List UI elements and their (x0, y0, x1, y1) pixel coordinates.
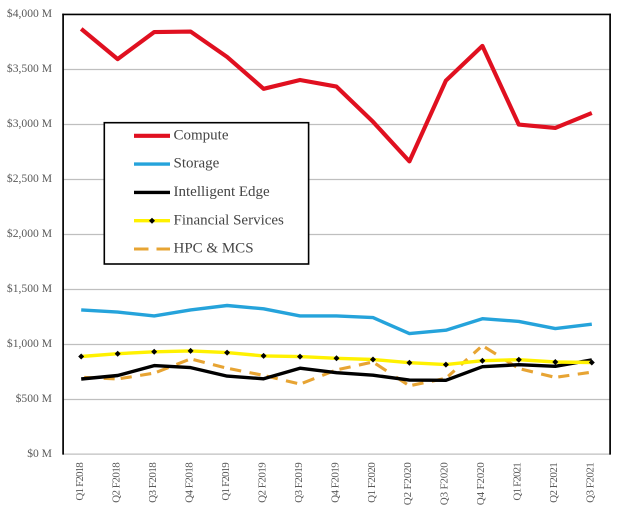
svg-text:$1,000 M: $1,000 M (7, 337, 52, 350)
svg-text:Q4 F2020: Q4 F2020 (475, 462, 487, 506)
svg-text:Compute: Compute (174, 127, 229, 143)
svg-text:Q2 F2021: Q2 F2021 (548, 462, 560, 503)
svg-text:$3,500 M: $3,500 M (7, 62, 52, 75)
svg-text:Q2 F2020: Q2 F2020 (402, 462, 414, 506)
svg-text:Q1 F2019: Q1 F2019 (220, 462, 232, 501)
svg-text:$4,000 M: $4,000 M (7, 7, 52, 20)
svg-text:Q1 F2018: Q1 F2018 (74, 462, 86, 501)
svg-text:Q2 F2018: Q2 F2018 (111, 462, 123, 503)
svg-text:Q2 F2019: Q2 F2019 (256, 462, 268, 503)
svg-text:Storage: Storage (174, 156, 220, 172)
svg-text:Financial Services: Financial Services (174, 212, 285, 228)
svg-text:$3,000 M: $3,000 M (7, 117, 52, 130)
svg-text:Q1 F2020: Q1 F2020 (366, 462, 378, 503)
svg-text:$1,500 M: $1,500 M (7, 282, 52, 295)
svg-text:Q3 F2019: Q3 F2019 (293, 462, 305, 503)
svg-text:Q4 F2018: Q4 F2018 (183, 462, 195, 503)
svg-text:Q4 F2019: Q4 F2019 (329, 462, 341, 503)
svg-text:Q3 F2021: Q3 F2021 (585, 462, 597, 503)
svg-text:$2,500 M: $2,500 M (7, 172, 52, 185)
svg-text:Intelligent Edge: Intelligent Edge (174, 184, 271, 200)
svg-text:Q1 F2021: Q1 F2021 (512, 462, 524, 500)
svg-text:$0 M: $0 M (27, 447, 52, 460)
svg-text:Q3 F2020: Q3 F2020 (439, 462, 451, 506)
svg-text:HPC & MCS: HPC & MCS (174, 241, 254, 257)
svg-text:$500 M: $500 M (16, 392, 52, 405)
svg-text:$2,000 M: $2,000 M (7, 227, 52, 240)
svg-text:Q3 F2018: Q3 F2018 (147, 462, 159, 503)
